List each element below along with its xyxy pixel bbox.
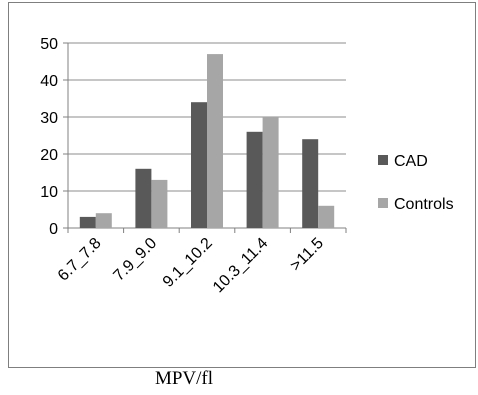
bar-cad [79, 216, 96, 228]
y-tick-label: 20 [40, 147, 58, 164]
x-tick-label: 9.1_10.2 [160, 235, 216, 291]
bar-controls [207, 54, 223, 228]
bar-controls [95, 213, 112, 228]
x-tick-label: 6.7_7.8 [55, 235, 105, 285]
bar-cad [135, 168, 152, 228]
legend-swatch-cad [378, 155, 388, 165]
chart-caption: MPV/fl [154, 368, 214, 389]
legend-swatch-controls [378, 198, 388, 208]
bar-controls [262, 117, 279, 228]
legend-label-controls: Controls [394, 196, 454, 213]
x-axis-tickmarks [67, 228, 347, 233]
x-tick-label: 10.3_11.4 [210, 235, 272, 297]
x-tick-label: 7.9_9.0 [110, 235, 160, 285]
y-tick-label: 30 [40, 110, 58, 127]
bar-cad [246, 131, 263, 228]
y-tick-label: 50 [40, 36, 58, 53]
x-axis-labels: 6.7_7.8 7.9_9.0 9.1_10.210.3_11.4 >11.5 [55, 235, 327, 297]
chart-frame [8, 2, 476, 368]
bars [79, 54, 335, 228]
y-tick-label: 10 [40, 184, 58, 201]
legend-label-cad: CAD [394, 153, 428, 170]
y-tick-label: 0 [49, 221, 58, 238]
bar-controls [151, 179, 168, 228]
legend: CAD Controls [378, 153, 454, 213]
bar-cad [191, 102, 207, 228]
y-axis-ticks: 0 10 20 30 40 50 [40, 36, 68, 238]
bar-cad [302, 139, 319, 228]
bar-controls [318, 205, 335, 228]
x-tick-label: >11.5 [287, 235, 327, 275]
y-tick-label: 40 [40, 73, 58, 90]
